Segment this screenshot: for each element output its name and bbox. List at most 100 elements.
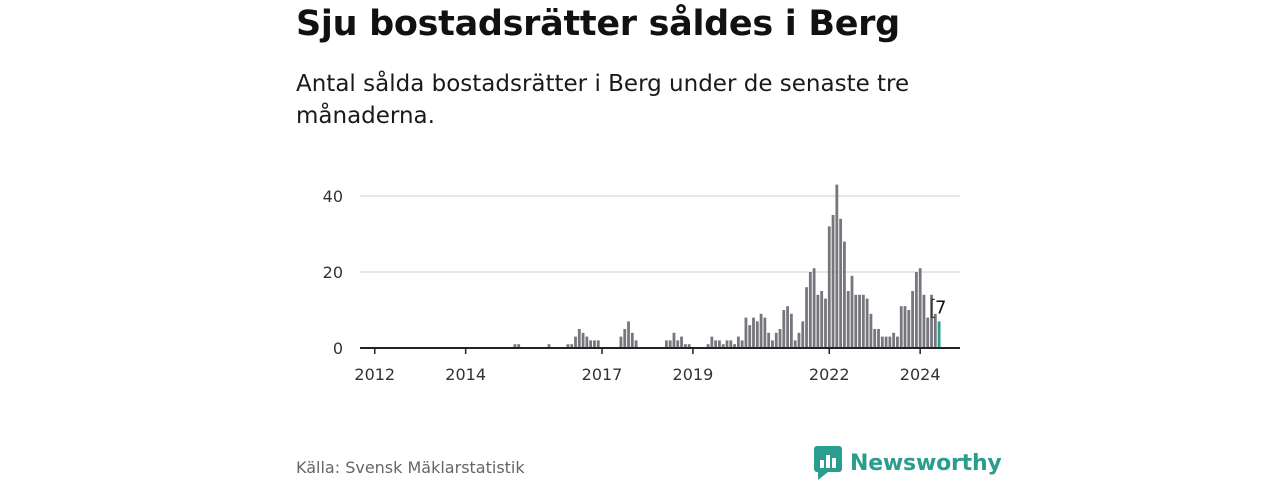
bar-highlight (937, 321, 941, 348)
bar (733, 344, 736, 348)
y-tick-label: 20 (323, 263, 343, 282)
source-note: Källa: Svensk Mäklarstatistik (296, 458, 525, 477)
bar (903, 306, 907, 348)
bar (926, 317, 930, 348)
bar (865, 298, 869, 348)
bar (744, 317, 748, 348)
bar (706, 344, 710, 348)
bar (729, 340, 733, 348)
bar (786, 306, 789, 348)
bar (714, 340, 718, 348)
bar (771, 340, 774, 348)
bar (824, 298, 827, 348)
bar (547, 344, 551, 348)
bar-chart: 0 20 40 2012 2014 2017 2019 2022 2024 7 (323, 184, 960, 384)
bar (892, 332, 896, 348)
bar (577, 329, 581, 348)
gridlines (360, 195, 960, 273)
bar (683, 344, 687, 348)
bar (854, 294, 858, 348)
bar (839, 218, 843, 348)
bar (869, 313, 873, 348)
bar (831, 215, 835, 348)
bar (793, 340, 797, 348)
bar (899, 306, 903, 348)
bar (755, 321, 759, 348)
bar (801, 321, 805, 348)
bar (676, 340, 680, 348)
bar (725, 340, 729, 348)
bar (808, 272, 812, 348)
bar (767, 332, 771, 348)
x-tick-label: 2024 (900, 365, 941, 384)
bar (896, 336, 899, 348)
bar (933, 313, 937, 348)
x-tick-label: 2017 (582, 365, 623, 384)
bar (566, 344, 570, 348)
newsworthy-logo-icon (814, 446, 842, 480)
bar (778, 329, 782, 348)
bar (748, 325, 752, 348)
bar (619, 336, 623, 348)
bar (736, 336, 740, 348)
bar (789, 313, 793, 348)
bar (752, 317, 755, 348)
bar (873, 329, 877, 348)
bar (665, 340, 668, 348)
bar (668, 340, 672, 348)
bar (634, 340, 638, 348)
brand-name: Newsworthy (850, 450, 1002, 476)
newsworthy-logo: Newsworthy (814, 446, 1002, 480)
chart-subtitle: Antal sålda bostadsrätter i Berg under d… (296, 71, 910, 129)
chart-title: Sju bostadsrätter såldes i Berg (296, 4, 900, 44)
bar (623, 329, 627, 348)
bar (911, 291, 914, 348)
bar (581, 332, 585, 348)
x-tick-label: 2022 (809, 365, 850, 384)
bar (805, 287, 808, 348)
x-tick-label: 2014 (445, 365, 486, 384)
bar (797, 332, 801, 348)
axes: 0 20 40 2012 2014 2017 2019 2022 2024 7 (323, 187, 960, 384)
bar (517, 344, 521, 348)
bar (782, 310, 786, 348)
bar (574, 336, 577, 348)
bar (585, 336, 589, 348)
bar (721, 344, 725, 348)
annotation-bracket (931, 298, 935, 318)
bar (888, 336, 892, 348)
bar (843, 241, 846, 348)
bar (596, 340, 600, 348)
bar (680, 336, 683, 348)
y-tick-label: 40 (323, 187, 343, 206)
bar (861, 294, 865, 348)
bar (718, 340, 721, 348)
bar (627, 321, 630, 348)
y-tick-label: 0 (333, 339, 343, 358)
bar (846, 291, 850, 348)
bar (880, 336, 884, 348)
bar (513, 344, 517, 348)
highlight-value-label: 7 (935, 297, 946, 318)
bar (672, 332, 676, 348)
bar (914, 272, 918, 348)
bar (922, 294, 926, 348)
bar (907, 310, 911, 348)
bar (858, 294, 861, 348)
bar (877, 329, 880, 348)
bar (570, 344, 574, 348)
bar (630, 332, 634, 348)
bar (710, 336, 714, 348)
bar (827, 226, 831, 348)
bars (513, 184, 941, 348)
bar (850, 275, 854, 348)
bar (884, 336, 888, 348)
bar (740, 340, 744, 348)
bar (820, 291, 824, 348)
bar (918, 268, 922, 348)
bar (759, 313, 763, 348)
bar (930, 294, 933, 348)
bar (816, 294, 820, 348)
bar (593, 340, 596, 348)
x-tick-label: 2012 (354, 365, 395, 384)
